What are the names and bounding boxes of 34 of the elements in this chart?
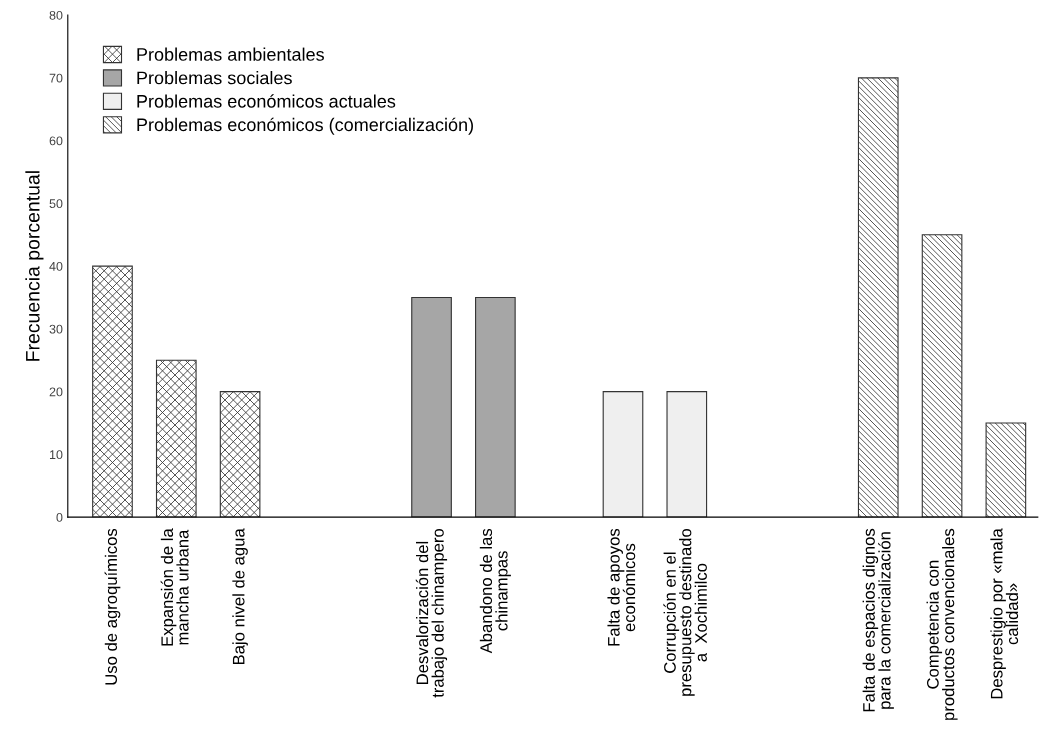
y-tick-label: 0 [56,512,63,522]
y-tick-label: 20 [49,387,63,397]
x-tick-label: Abandono de las chinampas [479,528,511,654]
x-tick-label: Desprestigio por «mala calidad» [990,528,1019,699]
y-tick-label: 50 [49,199,63,209]
x-tick-label: Uso de agroquímicos [104,528,121,685]
x-tick-label: Falta de apoyos económicos [607,528,636,646]
bar [666,391,708,518]
legend-label: Problemas económicos (comercialización) [137,117,473,135]
bar [985,422,1027,518]
x-tick-label: Falta de espacios dignos para la comercialización [862,528,894,712]
bar [602,391,644,518]
y-tick-label: 10 [49,450,63,460]
bar [219,391,261,518]
x-tick-label: Competencia con productos convencionales [926,528,958,720]
bar [857,77,899,518]
bar [155,359,197,518]
bar [411,296,452,518]
y-axis-title: Frecuencia porcentual [25,171,44,361]
x-tick-label: Expansión de la mancha urbana [160,528,189,646]
bar [921,234,963,518]
bar [475,296,516,518]
x-tick-label: Corrupción en el presupuesto destinado a Xochimilco [663,528,707,696]
legend-label: Problemas económicos actuales [137,94,396,108]
y-tick-label: 60 [49,136,63,146]
y-tick-label: 30 [49,324,63,334]
x-tick-label: Desvalorización del trabajo del chinampero [415,528,448,698]
bar [92,265,133,518]
x-tick-label: Bajo nivel de agua [232,528,248,665]
y-tick-label: 80 [49,10,63,20]
legend-label: Problemas ambientales [137,47,324,61]
y-tick-label: 70 [49,73,63,83]
y-tick-label: 40 [49,261,63,271]
legend-label: Problemas sociales [137,71,292,85]
